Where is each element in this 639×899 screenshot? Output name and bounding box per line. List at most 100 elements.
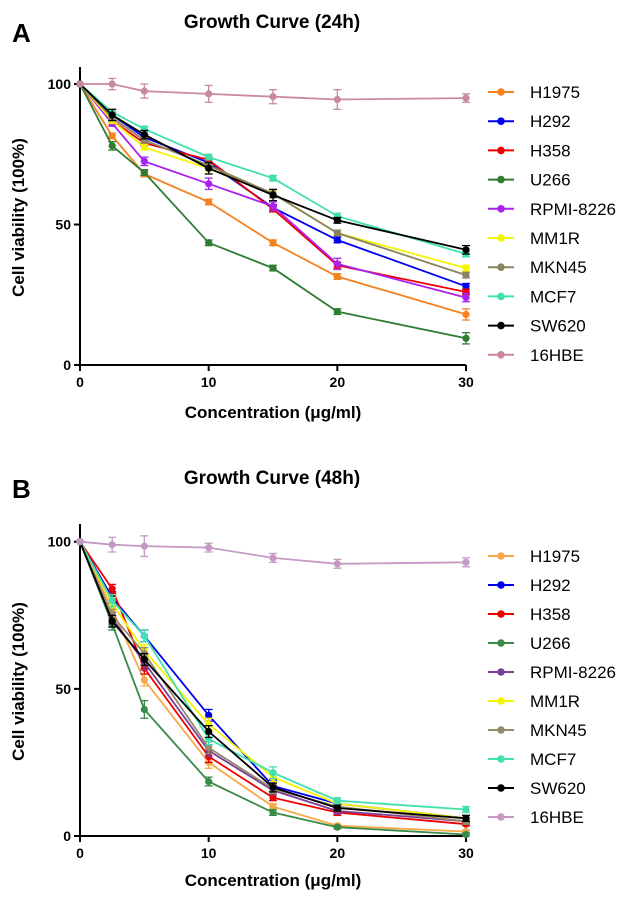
data-point xyxy=(333,804,341,812)
data-point xyxy=(205,90,213,98)
data-point xyxy=(269,794,277,802)
data-point xyxy=(205,180,213,188)
data-point xyxy=(205,711,213,719)
x-tick-label: 0 xyxy=(76,374,84,390)
legend-label: H1975 xyxy=(530,83,580,102)
data-point xyxy=(140,632,148,640)
legend-swatch-marker xyxy=(497,88,505,96)
data-point xyxy=(269,808,277,817)
series-16hbe xyxy=(76,535,470,569)
series-line xyxy=(79,83,467,255)
data-point xyxy=(333,560,341,568)
legend-label: SW620 xyxy=(530,317,586,336)
data-point xyxy=(140,143,148,151)
legend-swatch-marker xyxy=(497,581,505,589)
legend-swatch-marker xyxy=(497,351,505,359)
legend-swatch-marker xyxy=(497,726,505,734)
data-point xyxy=(108,142,116,150)
legend-label: U266 xyxy=(530,634,571,653)
legend-item: MM1R xyxy=(488,229,580,248)
legend-item: MM1R xyxy=(488,692,580,711)
x-tick-label: 10 xyxy=(201,845,217,861)
data-point xyxy=(333,95,341,104)
legend-label: H358 xyxy=(530,141,571,160)
legend-swatch-marker xyxy=(497,175,505,184)
legend-label: MM1R xyxy=(530,229,580,248)
data-point xyxy=(269,202,277,210)
legend-label: MKN45 xyxy=(530,258,587,277)
data-point xyxy=(108,585,116,593)
y-tick-label: 100 xyxy=(48,76,72,92)
data-point xyxy=(205,239,213,247)
panel-letter: A xyxy=(12,18,31,48)
legend-swatch-marker xyxy=(497,668,505,676)
legend-item: RPMI-8226 xyxy=(488,663,616,682)
data-point xyxy=(269,769,277,777)
data-point xyxy=(205,777,213,786)
y-tick-label: 100 xyxy=(48,534,72,550)
data-point xyxy=(462,310,470,319)
data-point xyxy=(462,558,470,566)
x-tick-label: 20 xyxy=(330,845,346,861)
y-tick-label: 50 xyxy=(55,681,71,697)
y-tick-label: 0 xyxy=(63,828,71,844)
legend-item: MCF7 xyxy=(488,287,576,306)
legend-swatch-marker xyxy=(497,292,505,301)
legend-label: MM1R xyxy=(530,692,580,711)
data-point xyxy=(269,93,277,101)
legend-swatch-marker xyxy=(497,146,505,155)
data-point xyxy=(108,617,116,625)
legend-swatch-marker xyxy=(497,263,505,272)
y-tick-label: 0 xyxy=(63,357,71,373)
data-point xyxy=(333,797,341,805)
data-point xyxy=(140,655,148,664)
x-tick-label: 30 xyxy=(458,845,474,861)
data-point xyxy=(333,260,341,268)
data-point xyxy=(108,541,116,549)
data-point xyxy=(76,80,84,88)
x-axis-label: Concentration (μg/ml) xyxy=(185,403,362,422)
legend-label: 16HBE xyxy=(530,346,584,365)
data-point xyxy=(205,727,213,736)
data-point xyxy=(462,293,470,302)
data-point xyxy=(462,830,470,839)
legend-label: H1975 xyxy=(530,547,580,566)
series-mcf7 xyxy=(76,538,470,814)
y-axis-label: Cell viability (100%) xyxy=(9,602,28,761)
legend-label: H292 xyxy=(530,112,571,131)
data-point xyxy=(269,191,277,199)
legend-swatch-marker xyxy=(497,610,505,618)
data-point xyxy=(108,111,116,119)
data-point xyxy=(462,94,470,102)
x-tick-label: 30 xyxy=(458,374,474,390)
legend-item: MCF7 xyxy=(488,750,576,769)
legend-label: MCF7 xyxy=(530,750,576,769)
data-point xyxy=(269,783,277,792)
legend-item: H1975 xyxy=(488,547,580,566)
panel-letter: B xyxy=(12,474,31,504)
legend-swatch-marker xyxy=(497,205,505,213)
data-point xyxy=(333,236,341,244)
data-point xyxy=(108,132,116,140)
data-point xyxy=(140,676,148,684)
data-point xyxy=(205,744,213,752)
series-mm1r xyxy=(76,538,470,822)
series-h358 xyxy=(76,80,470,296)
data-point xyxy=(462,814,470,822)
data-point xyxy=(76,538,84,546)
series-line xyxy=(79,83,467,293)
data-point xyxy=(140,87,148,95)
x-tick-label: 10 xyxy=(201,374,217,390)
data-point xyxy=(140,157,148,165)
data-point xyxy=(140,705,148,714)
data-point xyxy=(462,271,470,279)
y-tick-label: 50 xyxy=(55,217,71,233)
x-tick-label: 0 xyxy=(76,845,84,861)
data-point xyxy=(205,153,213,161)
data-point xyxy=(108,80,116,88)
y-axis-label: Cell viability (100%) xyxy=(9,138,28,297)
data-point xyxy=(462,246,470,254)
legend-label: MCF7 xyxy=(530,287,576,306)
legend-label: H358 xyxy=(530,605,571,624)
